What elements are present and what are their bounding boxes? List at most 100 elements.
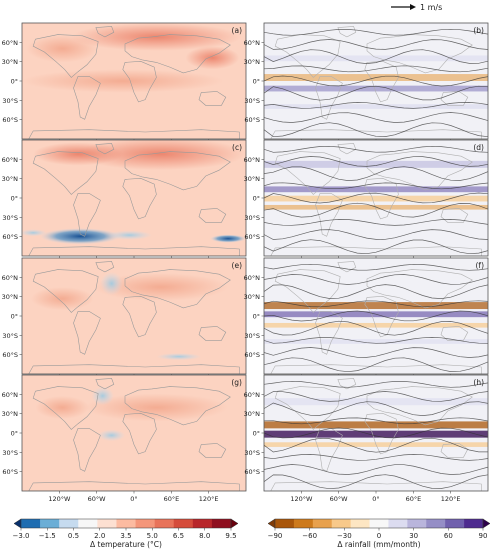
panel-f: 60°N 30°N 0° 30°S 60°S (f): [244, 257, 489, 377]
lon-tick-label: 0°: [130, 495, 137, 503]
wind-streamline: [264, 219, 488, 226]
coastline: [124, 386, 231, 426]
coastline: [95, 261, 115, 273]
wind-streamline: [264, 85, 488, 101]
wind-streamline: [264, 182, 488, 190]
lon-tick-label: 0°: [372, 495, 379, 503]
lat-tick-label: 30°S: [244, 214, 260, 222]
wind-streamline: [264, 474, 488, 490]
temperature-colorbar: −3.0 −1.5 0.5 2.0 3.5 5.0 6.5 8.0 9.5 Δ temperatu…: [13, 518, 239, 549]
wind-streamline: [264, 417, 488, 425]
colorbar-segment: [192, 519, 213, 528]
anomaly-field: [185, 46, 240, 70]
lat-tick-label: 60°N: [2, 39, 19, 47]
rainfall-band: [264, 85, 488, 92]
panel-label: (g): [231, 378, 242, 387]
panel-label: (d): [473, 143, 484, 152]
panel-label: (f): [476, 261, 485, 270]
colorbar-segment: [78, 519, 98, 528]
coastline: [270, 129, 482, 139]
coastline: [337, 26, 357, 38]
colorbar-tick-label: 0: [377, 532, 381, 540]
colorbar-segment: [173, 519, 194, 528]
colorbar-tick-label: 6.5: [173, 532, 184, 540]
lat-tick-label: 60°S: [2, 233, 18, 241]
lat-tick-label: 30°S: [244, 332, 260, 340]
colorbar-segment: [331, 519, 351, 528]
wind-streamline: [264, 274, 488, 285]
panel-g: 60°N 30°N 0° 30°S 60°S 120°W 60°W 0° 60°E 120°E (g…: [2, 374, 247, 503]
anomaly-field: [84, 393, 229, 422]
colorbar-tick-label: 5.0: [147, 532, 158, 540]
colorbar-segment: [211, 519, 232, 528]
coastline: [124, 34, 231, 74]
lat-tick-label: 60°N: [2, 391, 19, 399]
coastline: [364, 412, 399, 455]
colorbar-tick-label: 8.0: [199, 532, 210, 540]
anomaly-field: [39, 228, 121, 245]
wind-scale-label: 1 m/s: [420, 3, 442, 12]
panel-e: 60°N 30°N 0° 30°S 60°S (e): [2, 257, 247, 377]
colorbar-extend-high: [482, 518, 491, 529]
wind-streamline: [264, 39, 488, 50]
wind-streamline: [264, 49, 488, 64]
lat-tick-label: 30°N: [2, 293, 19, 301]
colorbar-segment: [350, 519, 370, 528]
lat-tick-label: 30°N: [2, 175, 19, 183]
colorbar-label: Δ rainfall (mm/month): [337, 540, 420, 549]
colorbar-tick-label: 0.5: [68, 532, 79, 540]
coastline: [95, 26, 115, 38]
wind-streamline: [264, 145, 488, 153]
anomaly-field: [75, 140, 246, 171]
panel-grid: 60°N30°N0°30°S60°S(a)60°N30°N0°30°S60°S(…: [2, 22, 489, 503]
anomaly-field: [100, 271, 123, 296]
coastline: [32, 151, 99, 195]
wind-streamline: [264, 112, 488, 123]
wind-streamline: [264, 300, 488, 308]
panel-label: (a): [232, 26, 243, 35]
coastline: [32, 269, 99, 313]
colorbar-segment: [154, 519, 175, 528]
lon-tick-label: 60°W: [330, 495, 349, 503]
lat-tick-label: 60°S: [244, 116, 260, 124]
lat-tick-label: 60°S: [244, 351, 260, 359]
wind-streamline: [264, 166, 488, 181]
coastline: [95, 143, 115, 155]
coastline: [122, 60, 157, 103]
panel-a: 60°N 30°N 0° 30°S 60°S (a): [2, 22, 247, 142]
colorbar-segment: [369, 519, 389, 528]
colorbar-segment: [135, 519, 155, 528]
wind-streamline: [264, 427, 488, 439]
wind-streamline: [264, 28, 488, 36]
lat-tick-label: 30°N: [244, 293, 261, 301]
lat-tick-label: 30°S: [2, 332, 18, 340]
colorbar-segment: [312, 519, 333, 528]
lon-tick-label: 120°W: [48, 495, 71, 503]
lat-tick-label: 0°: [11, 430, 18, 438]
coastline: [315, 76, 343, 120]
coastline: [28, 129, 240, 139]
colorbar-segment: [275, 519, 295, 528]
colorbar-tick-label: −90: [268, 532, 283, 540]
lon-tick-label: 60°W: [88, 495, 107, 503]
lat-tick-label: 60°S: [2, 116, 18, 124]
colorbar-extend-low: [267, 518, 276, 529]
lat-tick-label: 30°N: [244, 410, 261, 418]
coastline: [95, 378, 115, 390]
wind-streamline: [264, 122, 488, 138]
lat-tick-label: 60°N: [244, 391, 261, 399]
lon-tick-label: 120°E: [441, 495, 461, 503]
coastline: [337, 143, 357, 155]
coastline: [73, 193, 101, 237]
lat-tick-label: 60°N: [244, 274, 261, 282]
wind-streamline: [264, 229, 488, 240]
lat-tick-label: 30°S: [2, 449, 18, 457]
colorbar-segment: [407, 519, 427, 528]
coastline: [440, 208, 469, 223]
lat-tick-label: 30°S: [2, 214, 18, 222]
coastline: [366, 151, 473, 191]
colorbar-segment: [293, 519, 314, 528]
lat-tick-label: 30°N: [2, 410, 19, 418]
rainfall-band: [264, 104, 488, 109]
lat-tick-label: 0°: [11, 195, 18, 203]
